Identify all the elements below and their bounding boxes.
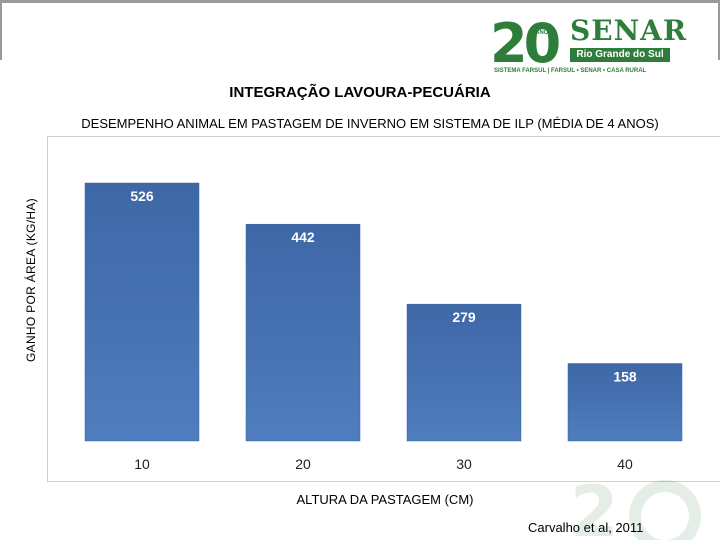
x-tick-label-30: 30 [456,456,472,472]
plot-area-frame [47,136,720,482]
x-axis-label: ALTURA DA PASTAGEM (CM) [296,492,474,507]
bar-30 [406,303,522,442]
logo-anos-text: ANOS [535,30,553,36]
logo-tagline: SISTEMA FARSUL | FARSUL • SENAR • CASA R… [494,68,647,74]
chart-title: INTEGRAÇÃO LAVOURA-PECUÁRIA [0,84,720,101]
citation: Carvalho et al, 2011 [528,520,644,535]
bar-40 [567,363,683,442]
logo-region-text: Rio Grande do Sul [570,48,670,62]
x-tick-label-40: 40 [617,456,633,472]
twenty-years-mark: 20 [490,12,562,78]
logo-digit-two: 2 [490,12,528,75]
top-rule [0,0,720,3]
bar-10 [84,182,200,442]
chart-subtitle: DESEMPENHO ANIMAL EM PASTAGEM DE INVERNO… [81,116,659,131]
data-label-40: 158 [613,369,637,385]
data-label-30: 279 [452,309,476,325]
x-tick-label-10: 10 [134,456,150,472]
x-tick-label-20: 20 [295,456,311,472]
logo-digit-zero: 0 [523,12,562,75]
right-frame-rule [718,0,720,60]
watermark-twenty-icon: 2 [570,476,701,540]
data-label-20: 442 [291,229,315,245]
data-label-10: 526 [130,188,154,204]
svg-text:2: 2 [570,476,619,540]
bar-20 [245,223,361,442]
senar-logo: 20 ANOS SENAR Rio Grande do Sul SISTEMA … [490,12,690,82]
left-frame-rule [0,0,2,60]
logo-senar-text: SENAR [570,14,688,47]
chart-title-text: INTEGRAÇÃO LAVOURA-PECUÁRIA [229,84,491,101]
